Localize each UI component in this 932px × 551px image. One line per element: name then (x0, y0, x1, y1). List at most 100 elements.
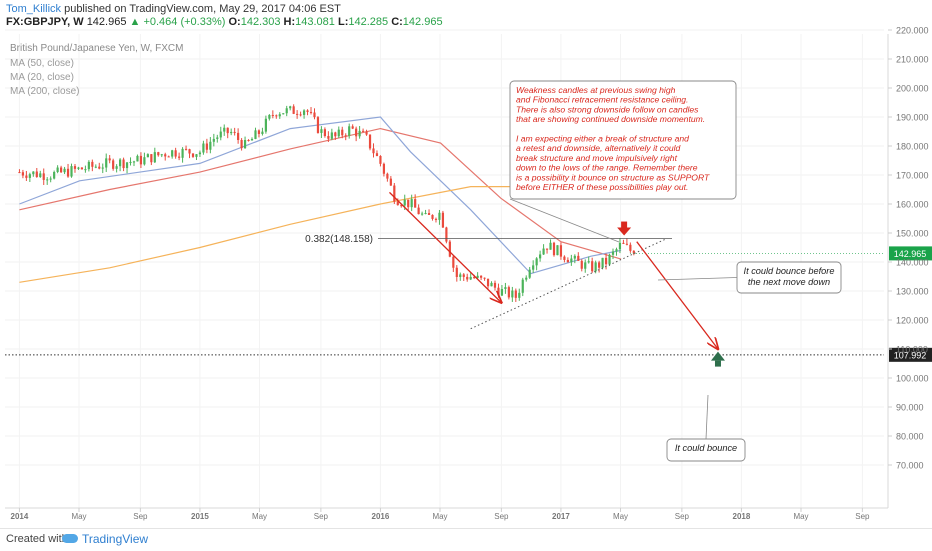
candle-body (573, 255, 576, 259)
callout-text-line: I am expecting either a break of structu… (516, 134, 689, 144)
candle-body (549, 242, 552, 250)
candle-body (584, 262, 587, 269)
close-value: 142.965 (402, 16, 443, 28)
candle-body (271, 114, 274, 116)
candle-body (136, 155, 139, 162)
candle-body (164, 154, 167, 157)
candle-body (49, 178, 52, 180)
price-tick-label: 160.000 (896, 200, 929, 210)
candle-body (591, 261, 594, 272)
candle-body (94, 166, 97, 168)
candle-body (344, 135, 347, 137)
candle-body (153, 152, 156, 163)
created-with-text: Created with (6, 533, 68, 545)
candle-body (285, 108, 288, 114)
candle-body (528, 269, 531, 278)
candle-body (483, 277, 486, 279)
price-tick-label: 200.000 (896, 84, 929, 94)
footer: Created with TradingView (0, 528, 932, 551)
price-tick-label: 100.000 (896, 374, 929, 384)
price-tick-label: 80.000 (896, 432, 924, 442)
candle-body (542, 248, 545, 255)
candle-body (511, 290, 514, 298)
candle-body (237, 132, 240, 140)
candle-body (455, 267, 458, 277)
callout-pointer (509, 198, 620, 243)
candle-body (441, 212, 445, 228)
callout-box (666, 438, 746, 462)
candle-body (341, 129, 344, 136)
candle-body (601, 257, 604, 268)
candle-body (417, 207, 420, 215)
candle-body (18, 172, 21, 174)
callout-box (736, 261, 842, 294)
candle-body (230, 131, 233, 134)
callout-text-line: the next move down (748, 277, 830, 287)
candle-body (389, 178, 392, 186)
callout-text-line: break structure and move impulsively rig… (516, 153, 678, 163)
candle-body (59, 167, 63, 173)
change-text: ▲ +0.464 (+0.33%) (129, 16, 226, 28)
high-value: 143.081 (295, 16, 335, 28)
candle-body (445, 227, 448, 242)
price-tick-label: 120.000 (896, 316, 929, 326)
bounce-callout[interactable]: It could bounce (666, 394, 746, 462)
callout-text-line: that are showing continued downside mome… (516, 114, 705, 124)
candle-body (115, 166, 118, 169)
author-link[interactable]: Tom_Killick (6, 3, 62, 15)
analysis-callout[interactable]: Weakness candles at previous swing higha… (509, 80, 737, 243)
legend-ma200[interactable]: MA (200, close) (10, 86, 79, 97)
candle-body (604, 257, 608, 265)
last-price-tag (889, 246, 932, 261)
tradingview-logo[interactable]: TradingView (62, 532, 148, 546)
candle-body (539, 254, 542, 259)
time-tick-label: Sep (855, 512, 870, 521)
price-chart[interactable]: 0.382(148.158) 107.992 142.965 Weakness can… (0, 0, 932, 528)
candle-body (28, 174, 31, 178)
candle-body (261, 131, 264, 134)
price-tick-label: 140.000 (896, 258, 929, 268)
time-axis[interactable]: 2014 May Sep 2015 May Sep 2016 May Sep 2017 May Sep… (5, 507, 888, 521)
candle-body (87, 161, 90, 170)
time-tick-label: Sep (675, 512, 690, 521)
price-tick-label: 210.000 (896, 55, 929, 65)
candle-body (629, 244, 632, 251)
legend-ma20[interactable]: MA (20, close) (10, 72, 74, 83)
candle-body (119, 159, 122, 167)
price-tick-label: 70.000 (896, 461, 924, 471)
symbol-label[interactable]: FX:GBPJPY, W (6, 16, 84, 28)
candle-body (608, 254, 611, 265)
fib-level-label: 0.382(148.158) (305, 234, 373, 245)
candle-body (195, 154, 198, 157)
candle-body (254, 130, 257, 139)
candle-body (403, 199, 406, 206)
candle-body (296, 113, 299, 115)
candle-body (611, 251, 615, 255)
candle-body (167, 156, 170, 158)
published-text: published on TradingView.com, May 29, 20… (64, 3, 341, 15)
callout-text-line: before EITHER of these possibilities pla… (516, 182, 688, 192)
candle-body (299, 114, 302, 116)
candle-body (348, 126, 351, 136)
time-tick-label: Sep (314, 512, 329, 521)
legend-ma50[interactable]: MA (50, close) (10, 58, 74, 69)
candle-body (42, 173, 45, 180)
ohlc-line: FX:GBPJPY, W 142.965 ▲ +0.464 (+0.33%) O… (6, 16, 443, 28)
time-tick-label: May (793, 512, 808, 521)
candle-body (622, 242, 625, 244)
candle-body (594, 262, 597, 272)
price-tick-label: 170.000 (896, 171, 929, 181)
candle-body (105, 158, 108, 168)
time-tick-label: 2016 (372, 512, 390, 521)
candle-body (532, 265, 535, 270)
candle-body (386, 173, 389, 179)
candle-body (292, 106, 295, 114)
candle-body (431, 214, 434, 219)
candle-body (507, 287, 510, 298)
candle-body (438, 212, 441, 220)
support-price-label: 107.992 (894, 350, 927, 360)
price-axis[interactable]: 220.000 210.000 200.000 190.000 180.000 170.0… (887, 26, 929, 509)
candle-body (320, 129, 323, 133)
candle-body (580, 260, 583, 269)
